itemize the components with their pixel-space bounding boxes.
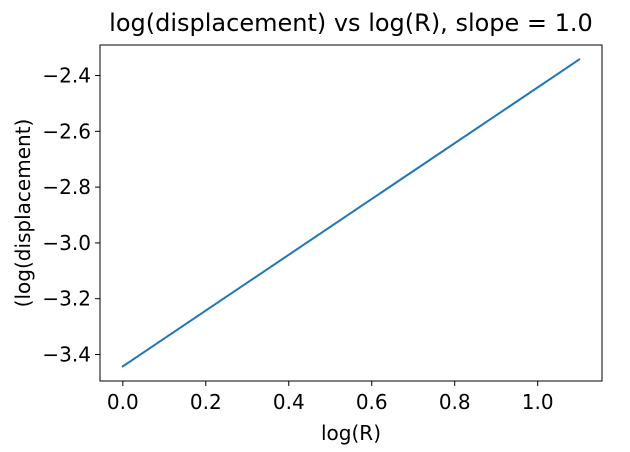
x-tick-label: 0.2 bbox=[190, 390, 222, 414]
x-axis-title: log(R) bbox=[321, 421, 381, 445]
y-tick-label: −2.8 bbox=[42, 175, 91, 199]
y-axis-title: (log(displacement) bbox=[11, 119, 35, 308]
series-line-0 bbox=[121, 58, 581, 368]
y-tick-label: −3.0 bbox=[42, 231, 91, 255]
y-tick-label: −2.4 bbox=[42, 64, 91, 88]
axes-frame bbox=[99, 44, 603, 382]
x-tick-label: 0.0 bbox=[107, 390, 139, 414]
y-tick-label: −2.6 bbox=[42, 119, 91, 143]
x-tick-label: 0.4 bbox=[273, 390, 305, 414]
plot-area bbox=[121, 58, 581, 368]
y-tick-label: −3.4 bbox=[42, 342, 91, 366]
chart-title: log(displacement) vs log(R), slope = 1.0 bbox=[109, 9, 593, 37]
x-tick-label: 0.6 bbox=[356, 390, 388, 414]
y-axis: −3.4 −3.2 −3.0 −2.8 −2.6 −2.4 bbox=[42, 64, 100, 366]
x-tick-label: 0.8 bbox=[439, 390, 471, 414]
x-tick-label: 1.0 bbox=[522, 390, 554, 414]
y-tick-label: −3.2 bbox=[42, 287, 91, 311]
x-axis: 0.0 0.2 0.4 0.6 0.8 1.0 bbox=[107, 381, 554, 414]
